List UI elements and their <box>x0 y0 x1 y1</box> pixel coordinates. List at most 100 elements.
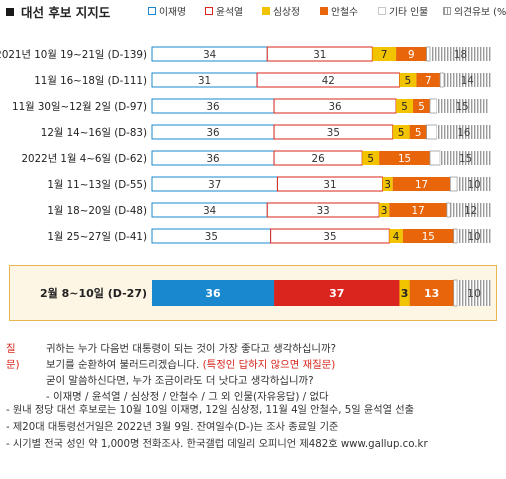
chart-title: 대선 후보 지지도 <box>6 2 110 21</box>
question-label: 질문) <box>6 343 20 371</box>
legend-label-5: 의견유보 (%) <box>454 7 506 18</box>
legend-label-0: 이재명 <box>159 7 187 18</box>
bar-value-label: 3 <box>384 179 391 191</box>
legend-swatch-0 <box>148 7 156 15</box>
bar-value-label: 31 <box>323 179 336 191</box>
bar-value-label: 34 <box>203 49 216 61</box>
bar-segment <box>413 99 430 113</box>
bar-value-label: 14 <box>461 75 474 87</box>
footnote-1: - 원내 정당 대선 후보로는 10월 10일 이재명, 12일 심상정, 11… <box>6 405 414 416</box>
question-line-2a: 보기를 순환하여 불러드리겠습니다. <box>46 359 203 371</box>
legend: 이재명 윤석열 심상정 안철수 기타 인물 의견유보 (%) <box>0 4 506 20</box>
question-line-2b: (특정인 답하지 않으면 재질문) <box>202 359 336 371</box>
bar-segment <box>396 47 427 61</box>
category-label: 2021년 10월 19~21일 (D-139) <box>0 49 147 61</box>
bar-segment <box>429 98 438 114</box>
bar-value-label: 16 <box>457 127 470 139</box>
category-label: 1월 18~20일 (D-48) <box>47 205 147 217</box>
bar-value-label: 5 <box>367 153 374 165</box>
bar-segment <box>446 202 451 218</box>
bar-value-label: 35 <box>327 127 340 139</box>
question-line-1: 귀하는 누가 다음번 대통령이 되는 것이 가장 좋다고 생각하십니까? <box>46 343 337 355</box>
legend-label-2: 심상정 <box>273 7 301 18</box>
bar-value-label: 42 <box>322 75 335 87</box>
bar-value-label: 17 <box>412 205 425 217</box>
bar-segment <box>457 177 491 191</box>
legend-item-0: 이재명 <box>148 4 186 18</box>
bar-value-label: 17 <box>415 179 428 191</box>
bar-segment <box>274 280 400 306</box>
bar-segment <box>382 177 393 191</box>
bar-segment <box>389 203 447 217</box>
bar-value-label: 5 <box>418 101 425 113</box>
legend-label-4: 기타 인물 <box>389 7 429 18</box>
bar-segment <box>379 203 390 217</box>
legend-item-4: 기타 인물 <box>378 4 428 18</box>
bar-value-label: 35 <box>205 231 218 243</box>
question-line-4: - 이재명 / 윤석열 / 심상정 / 안철수 / 그 외 인물(자유응답) /… <box>46 391 329 403</box>
bar-value-label: 7 <box>425 75 432 87</box>
category-label: 11월 16~18일 (D-111) <box>34 75 147 87</box>
bar-segment <box>402 229 454 243</box>
bar-value-label: 12 <box>464 205 477 217</box>
bar-value-label: 3 <box>381 205 388 217</box>
bar-segment <box>436 125 491 139</box>
bar-value-label: 4 <box>393 231 400 243</box>
bar-segment <box>379 151 430 165</box>
bar-value-label: 15 <box>459 153 472 165</box>
bar-value-label: 37 <box>208 179 221 191</box>
bar-value-label: 5 <box>415 127 422 139</box>
bar-value-label: 5 <box>401 101 408 113</box>
bar-segment <box>443 73 491 87</box>
legend-item-1: 윤석열 <box>205 4 243 18</box>
legend-item-5: 의견유보 (%) <box>443 4 506 18</box>
bar-segment <box>426 46 431 62</box>
bar-value-label: 5 <box>405 75 412 87</box>
bar-segment <box>436 99 488 113</box>
legend-item-3: 안철수 <box>320 4 358 18</box>
bar-segment <box>409 280 454 306</box>
bar-segment <box>392 177 451 191</box>
bar-segment <box>453 228 458 244</box>
bar-segment <box>409 125 427 139</box>
bar-segment <box>426 124 438 140</box>
bar-segment <box>152 280 275 306</box>
legend-swatch-1 <box>205 7 213 15</box>
bar-segment <box>396 99 414 113</box>
chart-title-text: 대선 후보 지지도 <box>21 5 111 20</box>
bar-value-label: 10 <box>467 231 480 243</box>
bar-value-label: 33 <box>317 205 330 217</box>
bar-value-label: 36 <box>206 127 219 139</box>
bar-value-label: 15 <box>422 231 435 243</box>
bar-segment <box>440 151 491 165</box>
legend-swatch-5 <box>443 7 451 15</box>
bar-value-label: 36 <box>205 287 221 300</box>
bar-value-label: 5 <box>398 127 405 139</box>
bar-value-label: 13 <box>424 287 439 300</box>
bar-value-label: 36 <box>206 153 219 165</box>
bar-segment <box>392 125 410 139</box>
bar-value-label: 15 <box>398 153 411 165</box>
bar-segment <box>439 72 444 88</box>
bar-segment <box>457 229 491 243</box>
bar-segment <box>450 203 491 217</box>
bar-value-label: 10 <box>467 287 481 300</box>
bar-segment <box>449 176 458 192</box>
footnote-3: - 시기별 전국 성인 약 1,000명 전화조사. 한국갤럽 데일리 오피니언… <box>6 439 428 450</box>
footnotes: - 원내 정당 대선 후보로는 10월 10일 이재명, 12일 심상정, 11… <box>6 402 428 453</box>
title-square-icon <box>6 7 14 16</box>
category-label: 2월 8~10일 (D-27) <box>40 286 147 300</box>
legend-swatch-4 <box>378 7 386 15</box>
question-line-3: 굳이 말씀하신다면, 누가 조금이라도 더 낫다고 생각하십니까? <box>46 375 314 387</box>
bar-value-label: 18 <box>454 49 467 61</box>
bar-segment <box>372 47 397 61</box>
footnote-2: - 제20대 대통령선거일은 2022년 3월 9일. 잔여일수(D-)는 조사… <box>6 422 339 433</box>
bar-value-label: 3 <box>401 287 409 300</box>
question-line-2: 보기를 순환하여 불러드리겠습니다. (특정인 답하지 않으면 재질문) <box>46 357 335 373</box>
bar-value-label: 37 <box>329 287 344 300</box>
legend-swatch-2 <box>262 7 270 15</box>
bar-segment <box>453 279 458 307</box>
bar-value-label: 9 <box>408 49 415 61</box>
category-label: 1월 11~13일 (D-55) <box>47 179 147 191</box>
